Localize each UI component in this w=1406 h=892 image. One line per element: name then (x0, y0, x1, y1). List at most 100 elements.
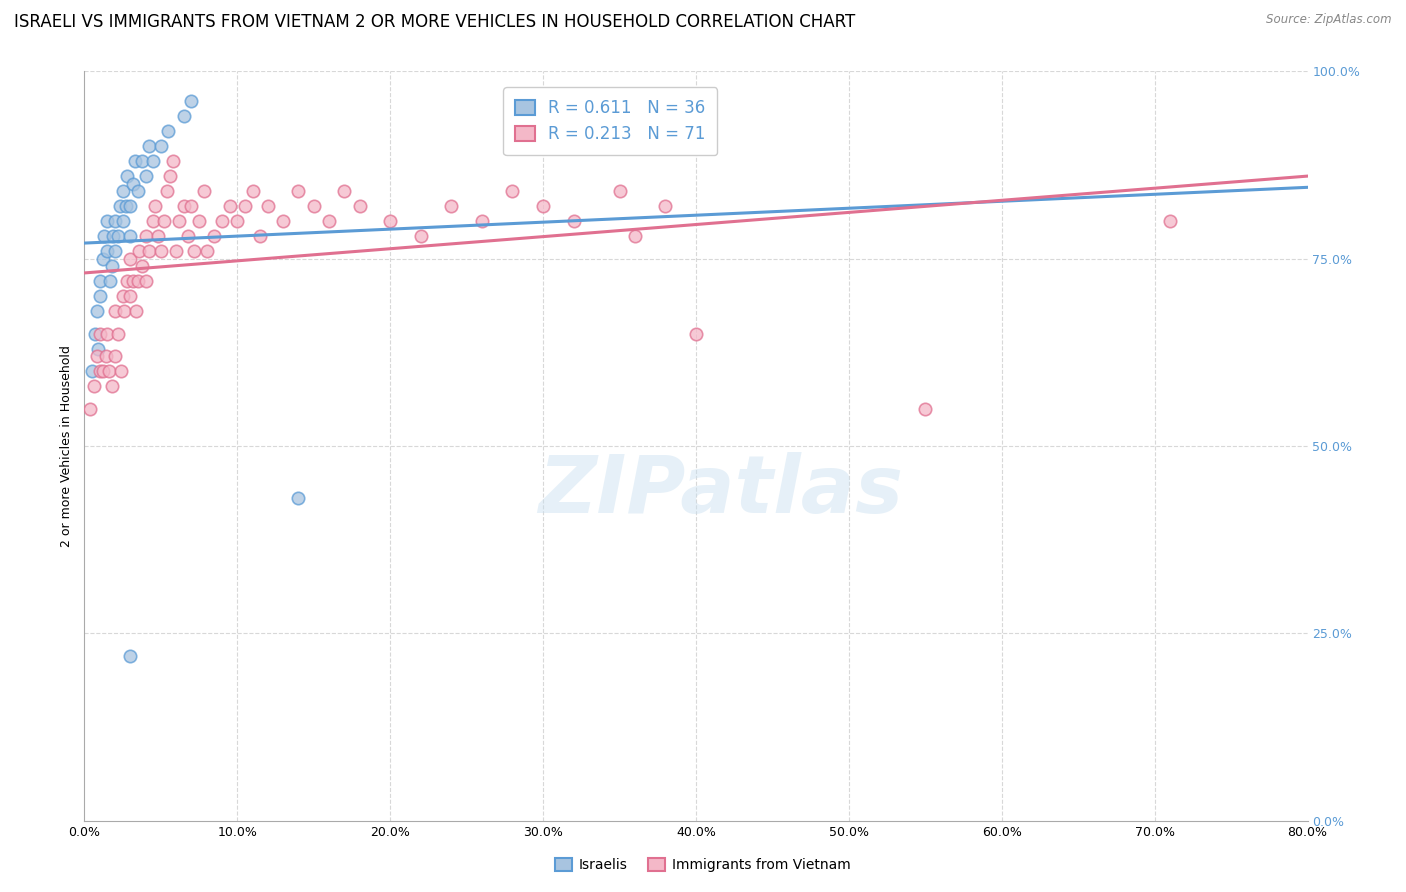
Y-axis label: 2 or more Vehicles in Household: 2 or more Vehicles in Household (59, 345, 73, 547)
Point (122, 274, 145, 288)
Point (96, 244, 118, 259)
Point (193, 184, 215, 198)
Point (127, 274, 149, 288)
Point (914, 401, 936, 416)
Point (211, 214, 233, 228)
Point (333, 184, 356, 198)
Point (107, 229, 129, 244)
Point (142, 214, 165, 228)
Point (143, 199, 166, 213)
Point (96, 326, 118, 341)
Legend: R = 0.611   N = 36, R = 0.213   N = 71: R = 0.611 N = 36, R = 0.213 N = 71 (503, 87, 717, 155)
Point (104, 304, 127, 318)
Point (349, 199, 371, 213)
Point (287, 491, 309, 506)
Point (318, 214, 340, 228)
Point (107, 326, 129, 341)
Point (156, 184, 179, 198)
Point (120, 229, 142, 244)
Point (104, 214, 127, 228)
Point (249, 229, 271, 244)
Point (120, 199, 142, 213)
Point (257, 199, 280, 213)
Point (91, 364, 114, 378)
Point (177, 229, 200, 244)
Point (440, 199, 463, 213)
Point (167, 214, 190, 228)
Point (84, 326, 107, 341)
Point (94, 349, 117, 363)
Point (138, 139, 160, 153)
Point (124, 154, 146, 169)
Point (183, 244, 205, 259)
Point (120, 648, 142, 663)
Point (111, 289, 134, 303)
Point (131, 259, 153, 273)
Point (120, 252, 142, 266)
Point (218, 199, 240, 213)
Point (115, 169, 138, 184)
Point (302, 199, 325, 213)
Point (233, 199, 256, 213)
Point (80, 364, 103, 378)
Point (287, 184, 309, 198)
Point (111, 184, 134, 198)
Point (104, 244, 127, 259)
Point (188, 214, 211, 228)
Point (120, 289, 142, 303)
Point (98, 274, 121, 288)
Point (103, 229, 125, 244)
Point (149, 139, 172, 153)
Point (180, 199, 202, 213)
Point (101, 259, 124, 273)
Point (531, 199, 554, 213)
Point (135, 274, 157, 288)
Point (624, 229, 647, 244)
Point (202, 229, 225, 244)
Point (101, 379, 124, 393)
Point (97, 364, 120, 378)
Point (87, 342, 110, 356)
Point (89, 364, 111, 378)
Point (562, 214, 585, 228)
Point (173, 199, 195, 213)
Point (89, 289, 111, 303)
Point (110, 364, 132, 378)
Point (146, 229, 169, 244)
Point (131, 154, 153, 169)
Point (122, 177, 145, 191)
Point (135, 229, 157, 244)
Point (1159, 214, 1181, 228)
Point (108, 199, 131, 213)
Point (685, 326, 707, 341)
Point (104, 349, 127, 363)
Text: ZIPatlas: ZIPatlas (538, 452, 903, 530)
Point (111, 214, 134, 228)
Legend: Israelis, Immigrants from Vietnam: Israelis, Immigrants from Vietnam (550, 853, 856, 878)
Point (135, 169, 157, 184)
Point (86, 349, 108, 363)
Point (409, 229, 432, 244)
Point (380, 214, 402, 228)
Point (91, 252, 114, 266)
Point (125, 304, 148, 318)
Point (86, 304, 108, 318)
Point (128, 244, 150, 259)
Point (162, 154, 184, 169)
Text: Source: ZipAtlas.com: Source: ZipAtlas.com (1267, 13, 1392, 27)
Point (115, 274, 138, 288)
Point (114, 199, 136, 213)
Point (149, 244, 172, 259)
Point (96, 214, 118, 228)
Point (195, 244, 218, 259)
Point (173, 109, 195, 123)
Point (142, 154, 165, 169)
Point (226, 214, 249, 228)
Point (89, 274, 111, 288)
Point (609, 184, 631, 198)
Point (153, 214, 176, 228)
Point (138, 244, 160, 259)
Point (180, 95, 202, 109)
Point (165, 244, 187, 259)
Point (112, 304, 135, 318)
